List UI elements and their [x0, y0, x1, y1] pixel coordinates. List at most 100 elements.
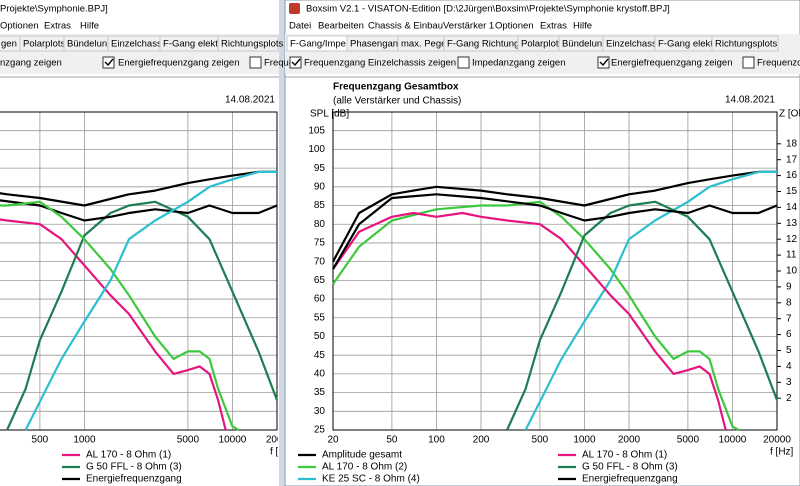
x-tick-label: 500: [532, 435, 549, 446]
y2-tick-label: 9: [786, 282, 792, 293]
tab[interactable]: [217, 35, 279, 52]
checkbox[interactable]: [249, 56, 262, 69]
menu-item[interactable]: Hilfe: [80, 21, 99, 32]
y-tick-label: 50: [314, 331, 326, 342]
menu-item[interactable]: Extras: [540, 21, 567, 32]
menu-item[interactable]: Optionen: [495, 21, 534, 32]
legend-label: KE 25 SC - 8 Ohm (4): [322, 474, 420, 485]
window-gap: [279, 0, 285, 486]
y2-tick-label: 8: [786, 297, 792, 308]
x-tick-label: 5000: [677, 435, 700, 446]
tab-label[interactable]: Bündelung: [562, 39, 607, 50]
series-line: [0, 170, 277, 207]
checkbox[interactable]: [289, 56, 302, 69]
checkbox-label[interactable]: Energiefrequenzgang zeigen: [118, 58, 239, 69]
x-tick-label: 1000: [573, 435, 596, 446]
menu-item[interactable]: Datei: [289, 21, 311, 32]
x-tick-label: 5000: [177, 435, 200, 446]
series-line: [524, 170, 777, 431]
series-line: [332, 200, 740, 431]
checkbox-label[interactable]: Frequen: [264, 58, 299, 69]
menu-item[interactable]: Chassis & Einbau: [368, 21, 443, 32]
y2-tick-label: 5: [786, 345, 792, 356]
x-tick-label: 20: [327, 435, 339, 446]
window-title: Projekte\Symphonie.BPJ]: [0, 4, 108, 15]
tab[interactable]: [711, 35, 779, 52]
y2-tick-label: 14: [786, 202, 798, 213]
tab-label[interactable]: F-Gang elektr.: [163, 39, 223, 50]
chart-title: Frequenzgang Gesamtbox: [333, 82, 459, 93]
y2-tick-label: 15: [786, 186, 798, 197]
checkbox-label[interactable]: Impedanzgang zeigen: [472, 58, 566, 69]
y-tick-label: 75: [314, 238, 326, 249]
checkbox[interactable]: [597, 56, 610, 69]
tab-label[interactable]: Bündelung: [67, 39, 112, 50]
y2-tick-label: 2: [786, 393, 792, 404]
checkbox[interactable]: [457, 56, 470, 69]
tab-label[interactable]: gen: [1, 39, 17, 50]
y-tick-label: 30: [314, 406, 326, 417]
x-tick-label: 100: [428, 435, 445, 446]
chart-subtitle: (alle Verstärker und Chassis): [333, 96, 461, 107]
checkbox[interactable]: [102, 56, 115, 69]
checkbox-label[interactable]: Frequenzcurs: [757, 58, 800, 69]
tab-label[interactable]: F-Gang elektr.: [658, 39, 718, 50]
tab-label[interactable]: F-Gang Richtungen: [447, 39, 530, 50]
legend-label: G 50 FFL - 8 Ohm (3): [86, 462, 182, 473]
tab-label[interactable]: Richtungsplots: [715, 39, 778, 50]
plot-frame: [332, 111, 778, 431]
legend-label: AL 170 - 8 Ohm (1): [582, 450, 667, 461]
checkbox[interactable]: [742, 56, 755, 69]
menu-item[interactable]: Bearbeiten: [318, 21, 364, 32]
tab-label[interactable]: Einzelchassis: [606, 39, 664, 50]
menu-item[interactable]: Extras: [44, 21, 71, 32]
y2-tick-label: 6: [786, 329, 792, 340]
y2-tick-label: 13: [786, 218, 798, 229]
tab-label[interactable]: Einzelchassis: [111, 39, 169, 50]
tab-label[interactable]: F-Gang/Imped.: [290, 39, 354, 50]
series-line: [332, 211, 727, 431]
y-tick-label: 55: [314, 312, 326, 323]
tab-label[interactable]: max. Pegel: [401, 39, 449, 50]
y2-tick-label: 16: [786, 170, 798, 181]
menu-item[interactable]: Verstärker 1: [443, 21, 494, 32]
chart-date: 14.08.2021: [725, 95, 775, 106]
y-tick-label: 40: [314, 369, 326, 380]
y2-tick-label: 18: [786, 138, 798, 149]
checkbox-label[interactable]: Frequenzgang Einzelchassis zeigen: [304, 58, 456, 69]
y-tick-label: 35: [314, 387, 326, 398]
x-tick-label: 2000: [266, 435, 289, 446]
y-tick-label: 95: [314, 163, 326, 174]
window-title: Boxsim V2.1 - VISATON-Edition [D:\2Jürge…: [306, 4, 670, 15]
menu-item[interactable]: Optionen: [0, 21, 39, 32]
legend-label: Energiefrequenzgang: [582, 474, 678, 485]
x-tick-label: 10000: [719, 435, 747, 446]
menu-item[interactable]: Hilfe: [573, 21, 592, 32]
checkbox-label[interactable]: Energiefrequenzgang zeigen: [611, 58, 732, 69]
tab-label[interactable]: Polarplots: [521, 39, 563, 50]
checkbox-label[interactable]: nzgang zeigen: [0, 58, 62, 69]
y2-tick-label: 12: [786, 234, 798, 245]
legend-label: Energiefrequenzgang: [86, 474, 182, 485]
tab-label[interactable]: Polarplots: [23, 39, 65, 50]
series-line: [332, 193, 778, 270]
y-tick-label: 25: [314, 425, 326, 436]
x-tick-label: 50: [386, 435, 398, 446]
x-tick-label: 500: [32, 435, 49, 446]
y2-tick-label: 17: [786, 154, 798, 165]
y2-tick-label: 10: [786, 266, 798, 277]
tab-label[interactable]: Phasengang: [350, 39, 403, 50]
x-axis-label: f [H: [270, 447, 286, 458]
x-tick-label: 200: [473, 435, 490, 446]
tab-label[interactable]: Richtungsplots: [221, 39, 284, 50]
y-tick-label: 45: [314, 350, 326, 361]
y2-tick-label: 3: [786, 377, 792, 388]
chart-date: 14.08.2021: [225, 95, 275, 106]
y-tick-label: 80: [314, 219, 326, 230]
y-tick-label: 90: [314, 181, 326, 192]
right-option-bar: [285, 52, 800, 74]
y-tick-label: 85: [314, 200, 326, 211]
series-line: [24, 170, 277, 431]
y-tick-label: 60: [314, 294, 326, 305]
checkmark: [599, 58, 609, 67]
